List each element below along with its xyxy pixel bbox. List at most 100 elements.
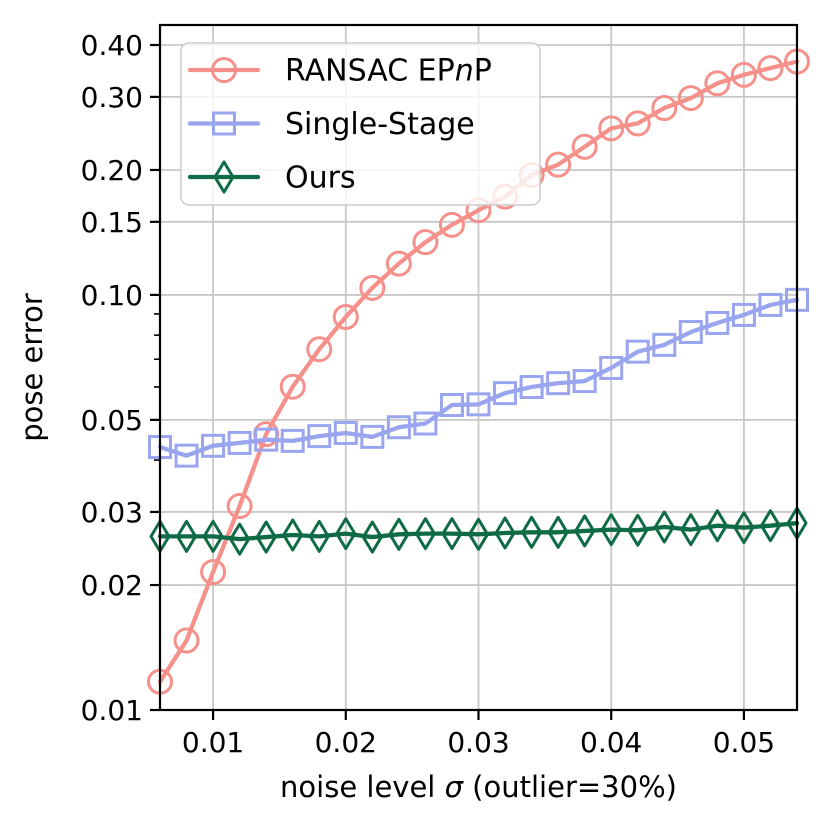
series-line [157,520,800,542]
square-marker [705,310,730,335]
x-tick-label: 0.04 [580,726,642,759]
square-marker [360,424,385,449]
legend-label: RANSAC EPnP [285,54,492,89]
square-marker [519,375,544,400]
square-marker [758,292,783,317]
circle-marker [545,151,572,178]
diamond-marker [308,519,330,553]
square-marker [652,332,677,357]
square-marker [307,424,332,449]
circle-marker [226,493,253,520]
square-marker [439,393,464,418]
square-marker [174,443,199,468]
y-tick-label: 0.10 [81,279,143,312]
circle-marker [385,250,412,277]
diamond-marker [282,518,304,552]
circle-marker [598,115,625,142]
diamond-marker [521,515,543,549]
square-marker [227,430,252,455]
x-tick-label: 0.03 [447,726,509,759]
diamond-marker [627,513,649,547]
diamond-marker [176,519,198,553]
square-marker [386,415,411,440]
legend-label: Ours [285,161,356,196]
circle-marker [306,336,333,363]
circle-marker [624,110,651,137]
legend-label: Single-Stage [285,107,475,142]
series-line [157,297,800,458]
circle-marker [730,61,757,88]
circle-marker [211,57,237,83]
y-tick-label: 0.20 [81,154,143,187]
y-tick-label: 0.01 [81,694,143,727]
diamond-marker [388,517,410,551]
circle-marker [332,303,359,330]
x-tick-label: 0.02 [315,726,377,759]
circle-marker [359,274,386,301]
y-axis: 0.40 0.30 0.20 0.15 0.10 0.05 0.03 0.02 0.01 [81,29,160,727]
square-marker [466,392,491,417]
diamond-marker [468,517,489,551]
square-marker [212,111,236,136]
diamond-marker [733,511,755,545]
circle-marker [412,229,439,256]
circle-marker [651,95,678,122]
diamond-marker [414,517,436,551]
diamond-marker [600,513,622,547]
y-tick-label: 0.05 [81,404,143,437]
y-tick-label: 0.03 [81,496,143,529]
square-marker [731,302,756,327]
diamond-marker [229,522,251,556]
diamond-marker [547,515,569,549]
circle-marker [757,55,784,82]
diamond-marker [653,510,675,544]
square-marker [625,339,650,364]
square-marker [413,411,438,436]
square-marker [546,371,571,396]
x-tick-label: 0.01 [182,726,244,759]
legend-entry-ransac-epnp: RANSAC EPnP [187,54,492,89]
series-ours [149,506,808,556]
y-tick-label: 0.15 [81,206,143,239]
square-marker [599,355,624,380]
diamond-marker [335,517,357,551]
square-marker [333,420,358,445]
square-marker [280,428,305,453]
diamond-marker [255,520,277,554]
legend-entry-ours: Ours [187,160,356,196]
square-marker [678,320,703,345]
square-marker [254,427,279,452]
circle-marker [173,627,200,654]
y-tick-label: 0.40 [81,29,143,62]
y-axis-label: pose error [15,293,49,442]
circle-marker [677,85,704,112]
circle-marker [704,70,731,97]
y-tick-label: 0.02 [81,569,143,602]
circle-marker [279,373,306,400]
diamond-marker [706,509,728,543]
y-tick-label: 0.30 [81,81,143,114]
circle-marker [200,559,227,586]
circle-marker [438,211,465,238]
diamond-marker [361,520,383,554]
diamond-marker [202,519,224,553]
square-marker [572,369,597,394]
square-marker [493,381,518,406]
series-single-stage [148,287,809,468]
square-marker [201,433,226,458]
legend: RANSAC EPnP Single-Stage Ours [180,42,541,206]
circle-marker [571,133,598,160]
diamond-marker [759,509,781,543]
x-axis-label: noise level σ (outlier=30%) [280,770,677,804]
diamond-marker [213,160,235,194]
x-axis: 0.01 0.02 0.03 0.04 0.05 [182,710,775,759]
legend-entry-single-stage: Single-Stage [187,107,475,142]
diamond-marker [574,514,596,548]
diamond-marker [680,513,702,547]
legend-box [180,42,541,206]
series-line [157,59,800,684]
diamond-marker [494,516,516,550]
diamond-marker [441,517,463,551]
